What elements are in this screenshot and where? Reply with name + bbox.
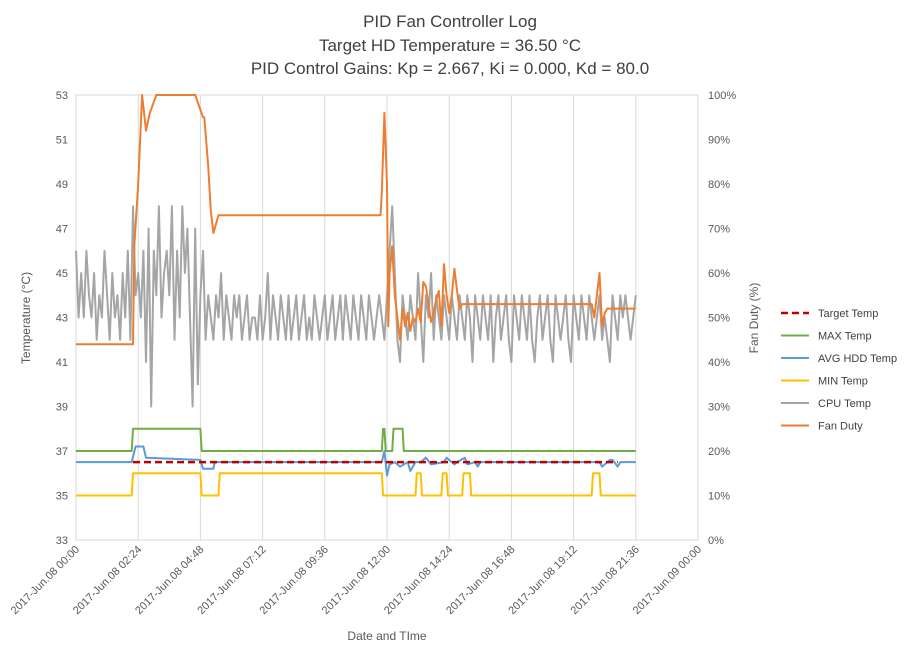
y-tick-label: 43 — [56, 313, 68, 325]
chart-title-line-2: Target HD Temperature = 36.50 °C — [319, 36, 581, 55]
y-tick-label: 35 — [56, 491, 68, 503]
y2-tick-label: 100% — [708, 90, 736, 102]
series-line-fan-duty — [76, 94, 636, 346]
y-tick-label: 45 — [56, 268, 68, 280]
y-tick-label: 53 — [56, 90, 68, 102]
y2-tick-label: 30% — [708, 402, 730, 414]
legend-label: Target Temp — [818, 308, 878, 320]
y2-tick-label: 20% — [708, 446, 730, 458]
y-tick-label: 49 — [56, 179, 68, 191]
y2-tick-label: 40% — [708, 357, 730, 369]
legend-label: MIN Temp — [818, 376, 868, 388]
y-tick-label: 37 — [56, 446, 68, 458]
y2-tick-label: 80% — [708, 179, 730, 191]
y-tick-label: 33 — [56, 535, 68, 547]
series-line-max-temp — [76, 427, 636, 452]
y2-tick-label: 70% — [708, 224, 730, 236]
y-tick-label: 41 — [56, 357, 68, 369]
chart-title-line-3: PID Control Gains: Kp = 2.667, Ki = 0.00… — [251, 59, 649, 78]
y2-tick-label: 50% — [708, 313, 730, 325]
legend-label: AVG HDD Temp — [818, 353, 897, 365]
plot-area-frame — [75, 94, 699, 541]
y2-tick-label: 0% — [708, 535, 724, 547]
legend-label: Fan Duty — [818, 421, 863, 433]
y-tick-label: 39 — [56, 402, 68, 414]
y-tick-label: 51 — [56, 135, 68, 147]
legend-label: CPU Temp — [818, 398, 871, 410]
x-axis-title: Date and TIme — [347, 629, 426, 643]
y2-tick-label: 60% — [708, 268, 730, 280]
series-line-min-temp — [76, 472, 636, 497]
series-lines — [75, 94, 637, 497]
legend-label: MAX Temp — [818, 331, 872, 343]
y-axis-title: Temperature (°C) — [19, 272, 33, 364]
y2-tick-label: 90% — [708, 135, 730, 147]
chart-title-line-1: PID Fan Controller Log — [363, 12, 537, 31]
series-line-cpu-temp — [75, 205, 637, 408]
legend: Target Temp MAX Temp AVG HDD Temp MIN Temp C… — [781, 308, 897, 433]
y2-axis-title: Fan Duty (%) — [747, 283, 761, 354]
y2-tick-label: 10% — [708, 491, 730, 503]
y-tick-label: 47 — [56, 224, 68, 236]
